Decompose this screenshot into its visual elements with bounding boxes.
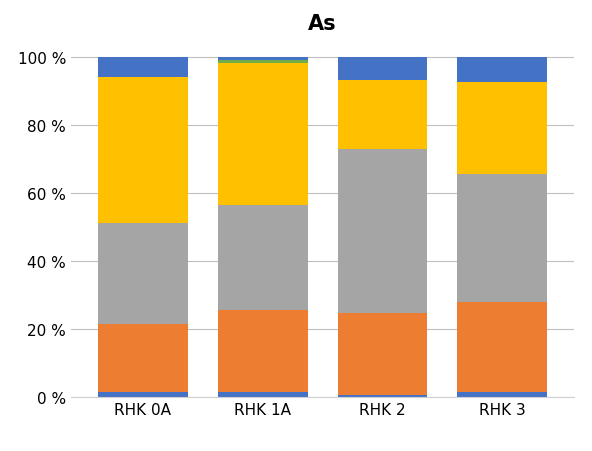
Bar <box>98 324 188 392</box>
Bar <box>337 314 427 395</box>
Bar <box>458 175 547 302</box>
Bar <box>218 64 308 205</box>
Bar <box>218 310 308 392</box>
Bar <box>98 78 188 224</box>
Bar <box>458 302 547 392</box>
Bar <box>337 395 427 397</box>
Bar <box>458 58 547 83</box>
Bar <box>337 81 427 149</box>
Bar <box>337 58 427 81</box>
Bar <box>98 58 188 78</box>
Bar <box>218 392 308 397</box>
Bar <box>337 149 427 314</box>
Bar <box>98 224 188 324</box>
Bar <box>218 61 308 64</box>
Title: As: As <box>308 14 337 33</box>
Bar <box>458 83 547 175</box>
Bar <box>458 392 547 397</box>
Bar <box>98 392 188 397</box>
Bar <box>218 58 308 61</box>
Bar <box>218 205 308 310</box>
